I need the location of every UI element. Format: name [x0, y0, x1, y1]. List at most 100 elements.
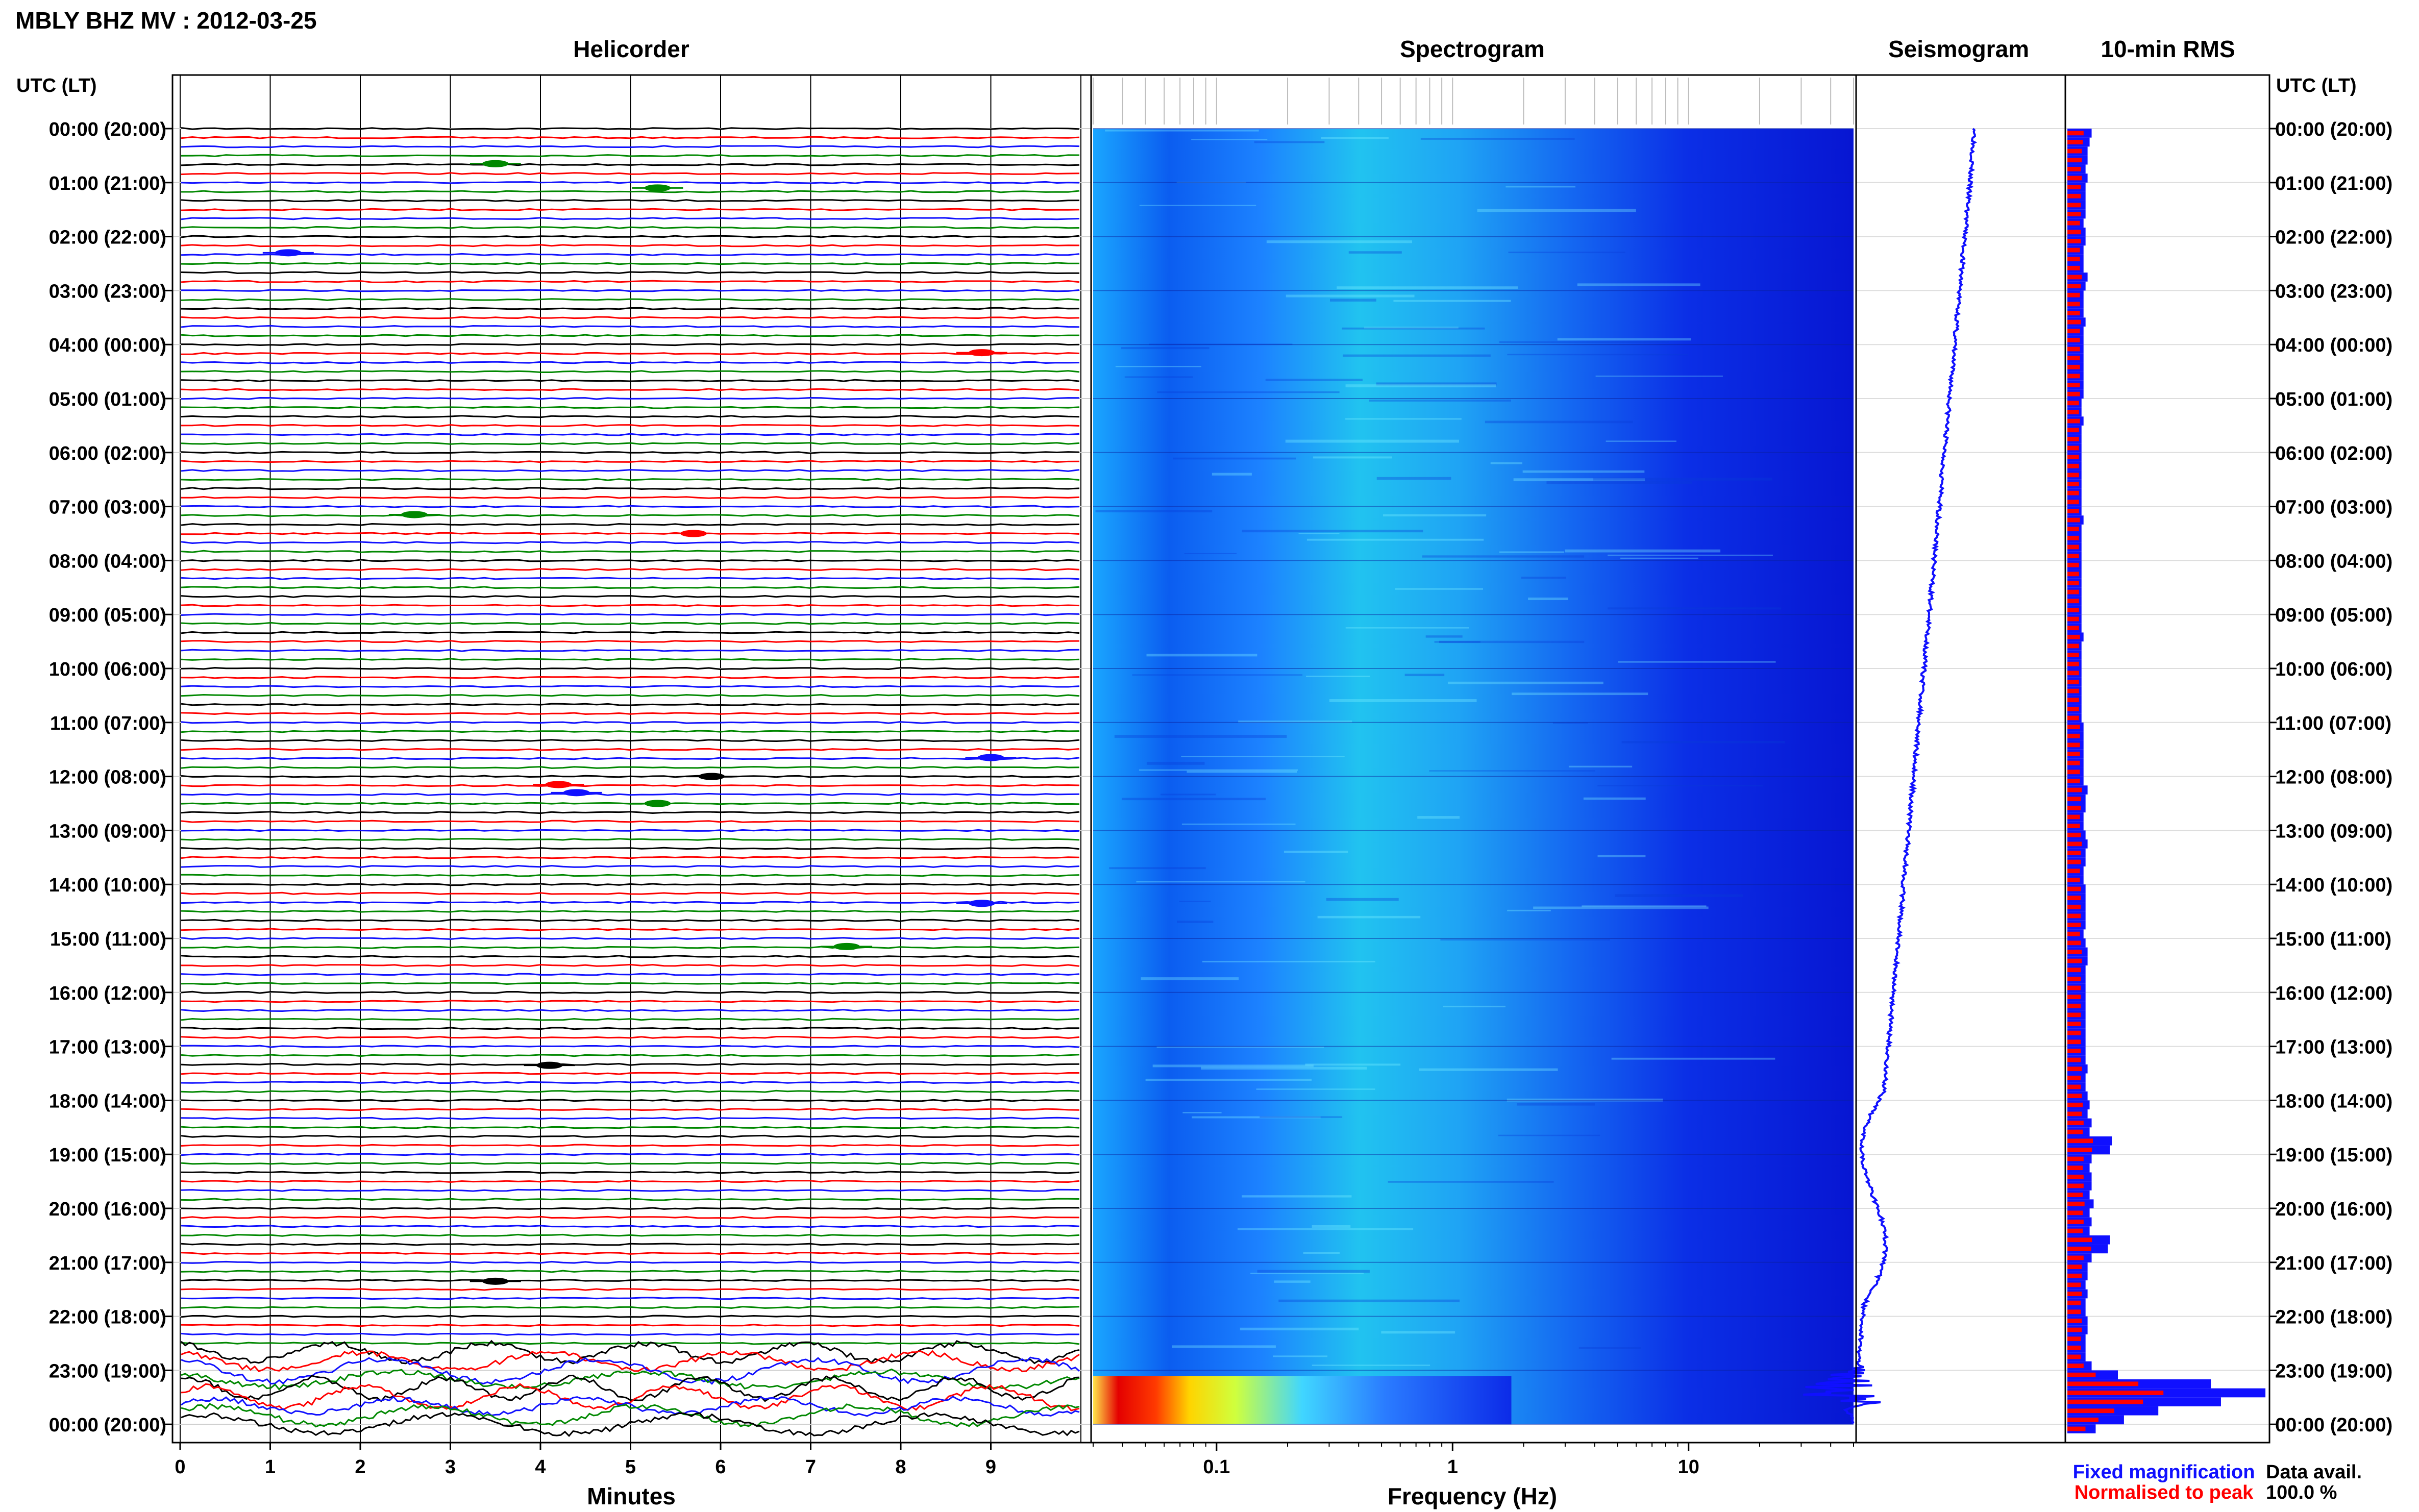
rms-bar-normalised — [2067, 275, 2082, 280]
rms-bar-normalised — [2067, 292, 2080, 298]
time-label-left: 09:00 (05:00) — [49, 605, 166, 626]
helicorder-title: Helicorder — [573, 36, 689, 62]
spectrogram-xlabel: Frequency (Hz) — [1388, 1483, 1557, 1509]
spectrogram-streak — [1286, 294, 1415, 298]
rms-bar-normalised — [2067, 787, 2082, 792]
helicorder-trace — [181, 136, 1080, 139]
helicorder-trace — [181, 1126, 1080, 1129]
helicorder-trace — [181, 478, 1080, 481]
helicorder-trace — [181, 451, 1080, 454]
time-label-left: 17:00 (13:00) — [49, 1037, 166, 1058]
rms-bar-normalised — [2067, 185, 2081, 190]
time-axis-labels: 00:00 (20:00) 00:00 (20:00) 01:00 (21:00) 0… — [49, 119, 2393, 1436]
spectrogram-streak — [1422, 555, 1585, 558]
rms-bar-normalised — [2067, 527, 2079, 532]
spectrogram-streak — [1557, 338, 1691, 341]
rms-bar-normalised — [2067, 851, 2081, 855]
rms-bar-normalised — [2067, 1210, 2083, 1216]
helicorder-trace — [181, 891, 1080, 895]
helicorder-trace — [181, 1117, 1080, 1120]
rms-bar-normalised — [2067, 742, 2080, 748]
helicorder-trace — [181, 361, 1080, 364]
rms-bar-normalised — [2067, 931, 2080, 936]
helicorder-trace — [181, 1270, 1080, 1273]
spectrogram-streak — [1265, 379, 1363, 381]
rms-bar-normalised — [2067, 364, 2080, 369]
time-label-right: 17:00 (13:00) — [2275, 1037, 2392, 1058]
time-label-right: 12:00 (08:00) — [2275, 767, 2392, 788]
helicorder-xtick-label: 8 — [895, 1456, 906, 1478]
utc-label-right: UTC (LT) — [2276, 75, 2357, 96]
helicorder-trace — [181, 1403, 1080, 1428]
helicorder-trace — [181, 883, 1080, 886]
spectrogram-streak — [1552, 722, 1588, 724]
spectrogram-title: Spectrogram — [1400, 36, 1545, 62]
data-avail-label: Data avail. — [2266, 1461, 2362, 1483]
helicorder-trace — [181, 1233, 1080, 1237]
helicorder-trace — [181, 1332, 1079, 1336]
helicorder-trace — [181, 703, 1079, 706]
rms-bar-normalised — [2067, 257, 2080, 262]
helicorder-trace — [181, 594, 1080, 598]
helicorder-xtick-label: 2 — [355, 1456, 365, 1478]
rms-bar-normalised — [2067, 1292, 2082, 1296]
time-label-left: 14:00 (10:00) — [49, 875, 166, 896]
time-label-right: 16:00 (12:00) — [2275, 983, 2392, 1004]
time-label-left: 05:00 (01:00) — [49, 389, 166, 410]
rms-bar-normalised — [2067, 1399, 2143, 1404]
spectrogram-streak — [1404, 674, 1445, 677]
spectrogram-streak — [1312, 1365, 1430, 1366]
rms-bar-normalised — [2067, 1183, 2084, 1188]
rms-bar-normalised — [2067, 500, 2079, 505]
rms-bar-normalised — [2067, 247, 2080, 253]
helicorder-trace — [181, 1188, 1080, 1192]
helicorder-trace — [181, 208, 1080, 211]
rms-bar-normalised — [2067, 418, 2080, 424]
spectrogram-streak — [1095, 510, 1213, 513]
spectrogram-streak — [1306, 676, 1370, 677]
rms-bar-normalised — [2067, 1166, 2083, 1171]
helicorder-trace — [181, 631, 1080, 634]
spectrogram-streak — [1440, 939, 1611, 941]
helicorder-trace — [181, 1144, 1080, 1147]
helicorder-xlabel: Minutes — [587, 1483, 676, 1509]
helicorder-trace — [181, 334, 1079, 337]
helicorder-trace — [180, 1340, 1080, 1365]
rms-bar-normalised — [2067, 1345, 2081, 1350]
rms-bar-normalised — [2067, 445, 2079, 451]
helicorder-trace — [181, 910, 1080, 913]
helicorder-trace — [181, 739, 1080, 742]
time-label-left: 15:00 (11:00) — [50, 929, 166, 950]
helicorder-trace — [181, 487, 1080, 490]
helicorder-trace — [181, 955, 1080, 958]
helicorder-trace — [181, 685, 1080, 688]
rms-bar-normalised — [2067, 1138, 2093, 1144]
helicorder-trace — [181, 235, 1080, 238]
spectrogram-streak — [1499, 341, 1669, 343]
panel-frames — [171, 74, 2270, 1444]
chart-title: MBLY BHZ MV : 2012-03-25 — [15, 7, 317, 34]
time-label-left: 00:00 (20:00) — [49, 1415, 166, 1436]
spectrogram-streak — [1191, 139, 1268, 140]
rms-bar-normalised — [2067, 1102, 2083, 1107]
spectrogram-streak — [1477, 209, 1636, 212]
helicorder-trace — [181, 154, 1080, 157]
rms-bar-normalised — [2067, 968, 2081, 973]
helicorder-trace — [181, 163, 1080, 166]
helicorder-trace — [181, 712, 1080, 715]
helicorder-trace — [181, 1225, 1080, 1228]
time-label-right: 08:00 (04:00) — [2275, 551, 2392, 572]
helicorder-trace — [181, 1180, 1080, 1183]
spectrogram-streak — [1273, 1355, 1328, 1357]
spectrogram-streak — [1615, 894, 1743, 897]
spectrogram-streak — [1337, 286, 1518, 289]
rms-bar-normalised — [2067, 1381, 2139, 1386]
rms-bar-normalised — [2067, 1246, 2091, 1251]
helicorder-trace — [181, 613, 1080, 616]
spectrogram-streak — [1121, 347, 1210, 350]
helicorder-trace — [181, 495, 1080, 499]
spectrogram-streak — [1184, 553, 1237, 554]
spectrogram-streak — [1330, 299, 1376, 302]
rms-bar-normalised — [2067, 814, 2080, 820]
rms-bar-normalised — [2067, 1129, 2083, 1134]
